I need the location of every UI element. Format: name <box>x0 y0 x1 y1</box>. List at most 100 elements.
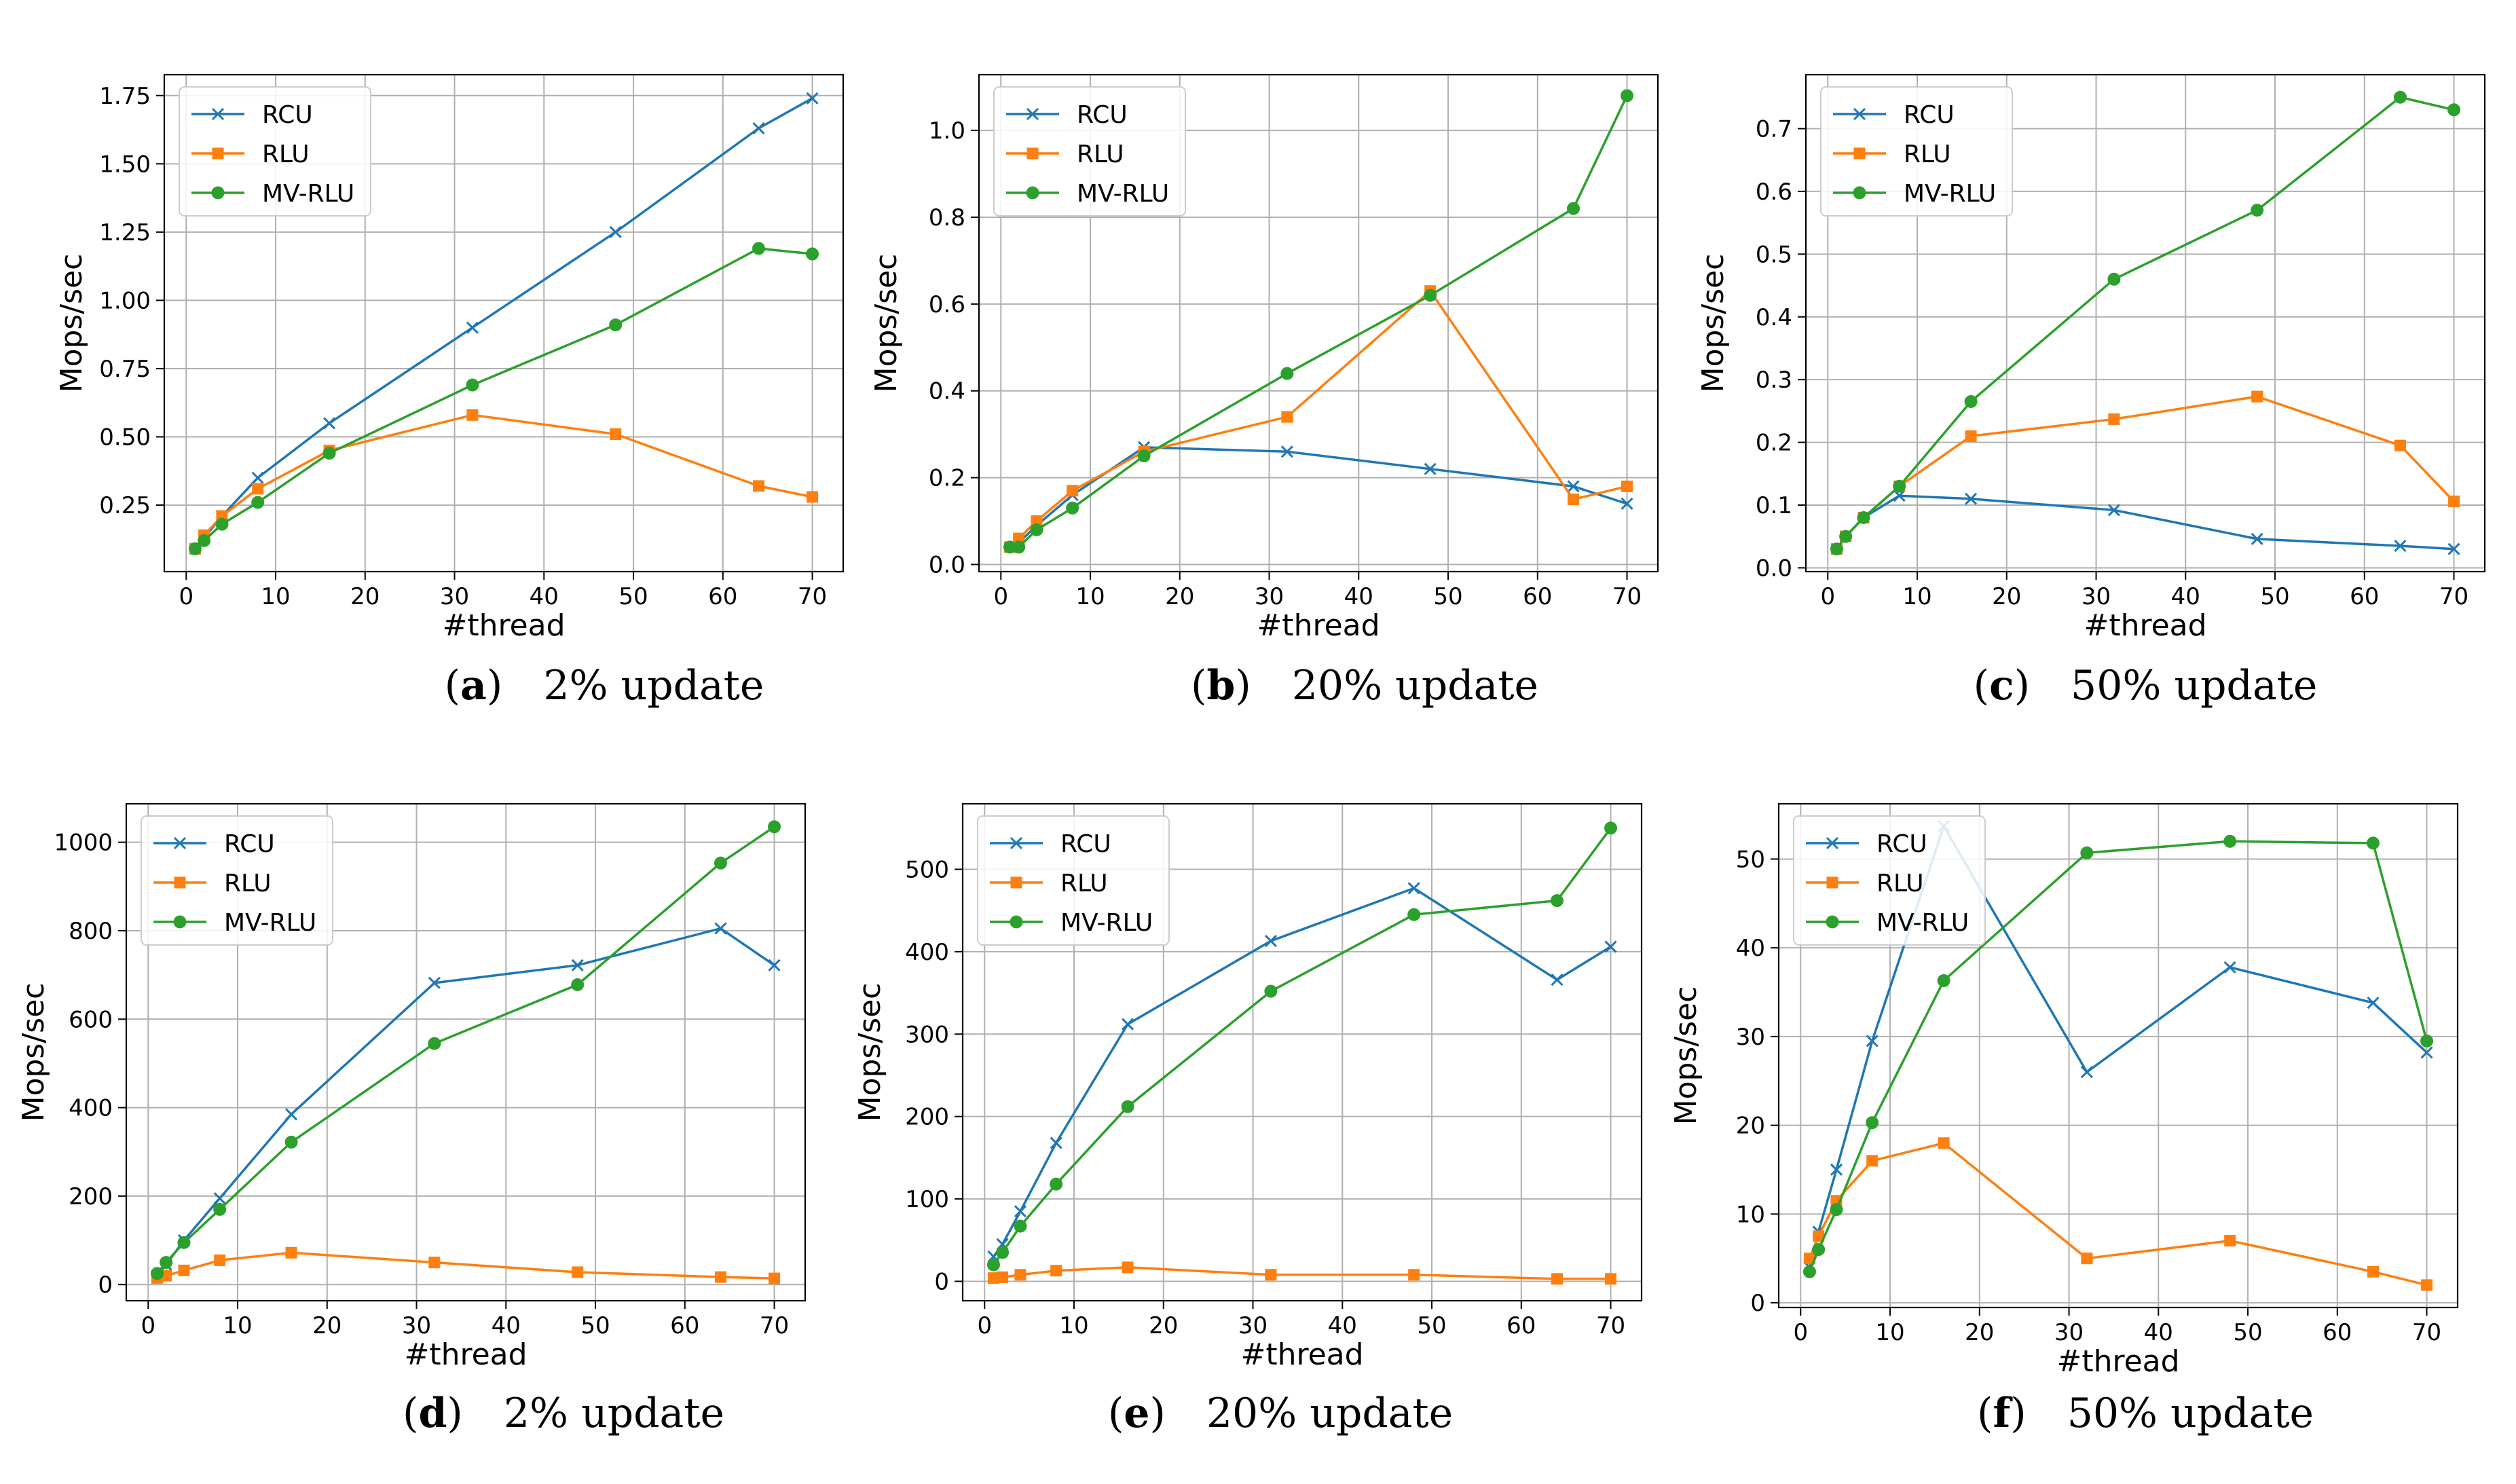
axes-frame <box>163 73 845 573</box>
legend: RCU RLU MV-RLU <box>977 815 1170 946</box>
caption-paren-close: ) <box>447 1390 503 1437</box>
data-point <box>2251 390 2263 403</box>
x-tick-label: 30 <box>2054 1319 2084 1346</box>
data-point <box>997 1271 1009 1283</box>
x-tick-label: 0 <box>1820 583 1835 610</box>
data-point <box>177 1236 191 1249</box>
axes-frame <box>978 73 1659 573</box>
caption-paren-open: ( <box>403 1390 418 1437</box>
x-tick-label: 40 <box>492 1312 521 1339</box>
x-tick-label: 10 <box>1059 1312 1088 1339</box>
caption-label: a <box>460 662 487 709</box>
caption-text: 20% update <box>1292 662 1538 709</box>
data-point <box>1265 1269 1277 1281</box>
data-point <box>213 1192 226 1205</box>
data-point <box>1567 480 1580 493</box>
y-tick-label: 10 <box>1736 1201 1765 1228</box>
data-point <box>1830 1203 1843 1217</box>
x-axis-label: #thread <box>442 608 565 643</box>
caption-text: 50% update <box>2071 662 2317 709</box>
x-tick-label: 60 <box>670 1312 699 1339</box>
legend-label: MV-RLU <box>262 180 354 208</box>
y-tick-label: 0 <box>1750 1290 1765 1317</box>
data-point <box>1013 532 1025 544</box>
data-point <box>1424 462 1437 475</box>
x-tick-label: 40 <box>1328 1312 1357 1339</box>
data-point <box>2251 532 2263 545</box>
legend-box <box>1793 815 1986 946</box>
legend-label: MV-RLU <box>1876 909 1969 937</box>
data-point <box>2080 846 2094 859</box>
figure-caption: (d) 2% update <box>403 1390 724 1437</box>
caption-paren-close: ) <box>1149 1390 1206 1437</box>
series-rlu <box>987 1261 1617 1285</box>
data-point <box>1964 395 1978 409</box>
data-point <box>1812 1243 1826 1257</box>
data-point <box>2107 504 2120 517</box>
x-tick-label: 70 <box>760 1312 789 1339</box>
x-tick-label: 70 <box>2412 1319 2441 1346</box>
legend-label: MV-RLU <box>1904 180 1996 208</box>
data-point <box>1866 1155 1879 1167</box>
legend-label: MV-RLU <box>1060 909 1153 937</box>
series-line <box>993 1266 1611 1280</box>
legend-label: MV-RLU <box>224 909 316 937</box>
y-tick-label: 0.0 <box>929 552 965 579</box>
data-point <box>2367 1265 2379 1278</box>
x-tick-label: 10 <box>1875 1319 1904 1346</box>
legend-marker <box>173 915 187 929</box>
legend-label: RLU <box>1904 141 1951 168</box>
x-tick-label: 0 <box>1793 1319 1808 1346</box>
series-mv-rlu <box>1802 834 2434 1278</box>
legend: RCU RLU MV-RLU <box>993 86 1186 217</box>
x-tick-label: 30 <box>1238 1312 1268 1339</box>
y-tick-label: 30 <box>1736 1024 1765 1051</box>
caption-paren-close: ) <box>2014 662 2071 709</box>
legend-marker <box>1853 147 1866 160</box>
y-tick-label: 0.5 <box>1756 241 1792 268</box>
data-point <box>251 471 264 484</box>
data-point <box>1566 202 1580 215</box>
data-point <box>150 1267 164 1280</box>
legend-label: RLU <box>224 870 272 897</box>
x-tick-label: 60 <box>2350 583 2379 610</box>
series-line <box>194 247 813 550</box>
y-tick-label: 600 <box>69 1006 113 1033</box>
legend-marker <box>174 876 186 889</box>
series-line <box>157 1251 775 1280</box>
data-point <box>251 496 265 509</box>
y-tick-label: 0.4 <box>929 378 965 405</box>
series-line <box>1009 446 1628 549</box>
y-tick-label: 1.25 <box>99 219 151 246</box>
y-tick-label: 0.6 <box>1756 179 1792 206</box>
caption-text: 20% update <box>1206 1390 1453 1437</box>
x-tick-label: 70 <box>1596 1312 1625 1339</box>
data-point <box>610 428 622 440</box>
legend-marker <box>1026 186 1039 200</box>
data-point <box>160 1256 173 1269</box>
series-rlu <box>151 1246 781 1284</box>
data-point <box>466 378 479 392</box>
series-mv-rlu <box>1003 89 1634 554</box>
figure-caption: (b) 20% update <box>1191 662 1538 709</box>
data-point <box>1014 1219 1027 1233</box>
data-point <box>1965 430 1977 442</box>
data-point <box>1567 494 1579 506</box>
legend-label: RLU <box>262 141 310 168</box>
data-point <box>1830 1163 1843 1176</box>
data-point <box>1003 540 1016 554</box>
data-point <box>2394 439 2406 451</box>
chart-a: 0 10 20 30 40 50 60 70 0.25 0.50 0.75 1.00 1.25 1.50 1… <box>54 73 845 709</box>
chart-b: 0 10 20 30 40 50 60 70 0.0 0.2 0.4 0.6 0.8 1.0 #thread… <box>869 73 1659 709</box>
y-tick-label: 400 <box>69 1095 113 1122</box>
data-point <box>609 225 622 238</box>
series-mv-rlu <box>150 820 781 1280</box>
x-tick-label: 40 <box>1344 583 1373 610</box>
caption-text: 50% update <box>2067 1390 2314 1437</box>
legend-label: RCU <box>1077 101 1128 129</box>
y-tick-label: 0.2 <box>929 465 965 492</box>
y-tick-label: 0.3 <box>1756 367 1792 394</box>
x-tick-label: 50 <box>1417 1312 1446 1339</box>
axes-frame <box>1805 73 2486 573</box>
y-tick-label: 0 <box>98 1272 113 1299</box>
